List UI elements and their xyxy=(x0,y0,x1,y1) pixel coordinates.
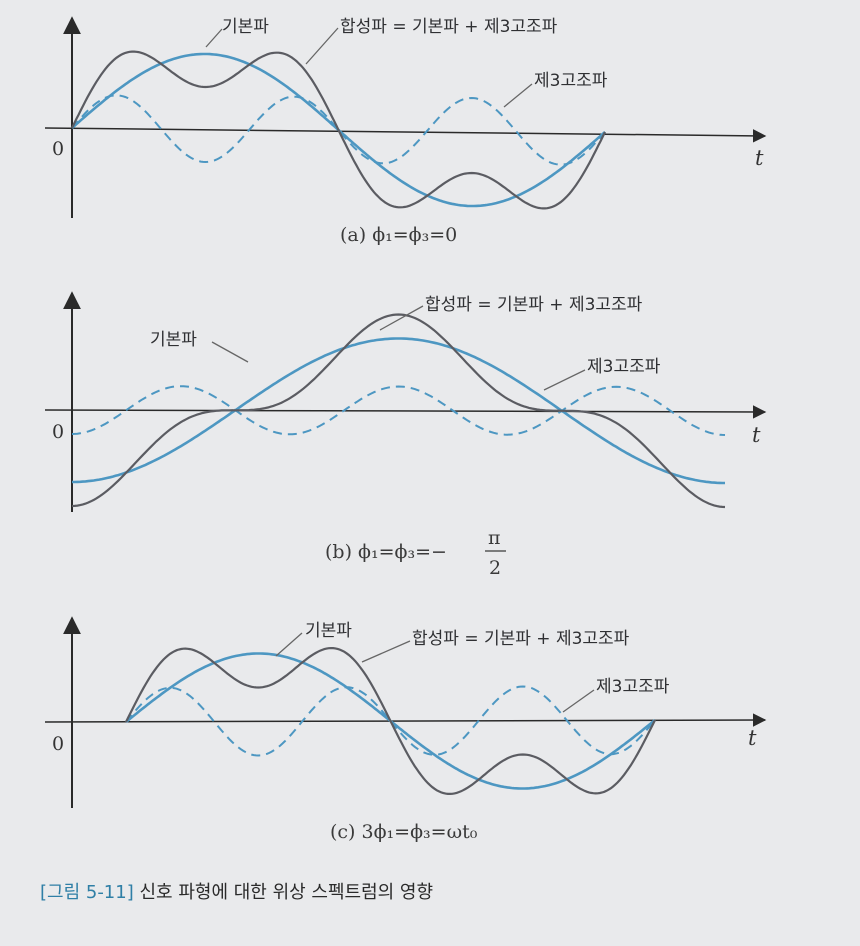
third-harmonic-leader xyxy=(543,369,586,391)
t-axis-label: t xyxy=(752,423,761,447)
third-harmonic-curve xyxy=(71,385,726,436)
t-axis-label: t xyxy=(748,726,757,750)
composite-leader xyxy=(305,27,339,65)
third-harmonic-label: 제3고조파 xyxy=(587,357,661,377)
composite-curve xyxy=(71,50,606,210)
t-axis xyxy=(44,127,767,143)
fundamental-label: 기본파 xyxy=(305,621,352,641)
figure-title: 신호 파형에 대한 위상 스펙트럼의 영향 xyxy=(139,882,434,903)
fundamental-leader xyxy=(205,28,223,48)
fundamental-label: 기본파 xyxy=(222,17,269,37)
fundamental-curve xyxy=(72,337,725,485)
third-harmonic-label: 제3고조파 xyxy=(596,677,670,697)
panel-caption: (b) ϕ₁=ϕ₃=− xyxy=(325,541,447,563)
composite-label: 합성파 = 기본파 + 제3고조파 xyxy=(412,629,630,649)
panel-caption: (c) 3ϕ₁=ϕ₃=ωt₀ xyxy=(330,821,478,843)
composite-curve xyxy=(125,647,656,795)
origin-label: 0 xyxy=(52,138,64,160)
fundamental-label: 기본파 xyxy=(150,330,197,350)
fundamental-leader xyxy=(275,632,303,657)
origin-label: 0 xyxy=(52,733,64,755)
panel-b: 0 t 기본파 합성파 = 기본파 + 제3고조파 제3고조파 (b) ϕ₁=ϕ… xyxy=(44,291,767,579)
figure-number: [그림 5-11] xyxy=(40,882,134,903)
third-harmonic-curve xyxy=(125,685,656,757)
composite-leader xyxy=(361,640,411,663)
panel-c: 0 t 기본파 합성파 = 기본파 + 제3고조파 제3고조파 (c) 3ϕ₁=… xyxy=(44,616,767,843)
third-harmonic-leader xyxy=(503,83,533,108)
composite-label: 합성파 = 기본파 + 제3고조파 xyxy=(340,17,558,37)
composite-curve xyxy=(71,313,726,509)
figure-caption: [그림 5-11] 신호 파형에 대한 위상 스펙트럼의 영향 xyxy=(40,878,433,904)
t-axis xyxy=(44,405,767,419)
panel-a: 0 t 기본파 합성파 = 기본파 + 제3고조파 제3고조파 (a) ϕ₁=ϕ… xyxy=(44,16,767,246)
third-harmonic-leader xyxy=(562,689,595,713)
composite-leader xyxy=(379,305,424,331)
t-axis xyxy=(44,713,767,727)
t-axis-label: t xyxy=(755,146,764,170)
caption-two: 2 xyxy=(489,557,501,579)
panel-caption: (a) ϕ₁=ϕ₃=0 xyxy=(340,224,457,246)
origin-label: 0 xyxy=(52,421,64,443)
composite-label: 합성파 = 기본파 + 제3고조파 xyxy=(425,295,643,315)
third-harmonic-label: 제3고조파 xyxy=(534,71,608,91)
fundamental-leader xyxy=(211,341,249,363)
third-harmonic-curve xyxy=(71,94,606,166)
caption-pi: π xyxy=(488,527,501,549)
